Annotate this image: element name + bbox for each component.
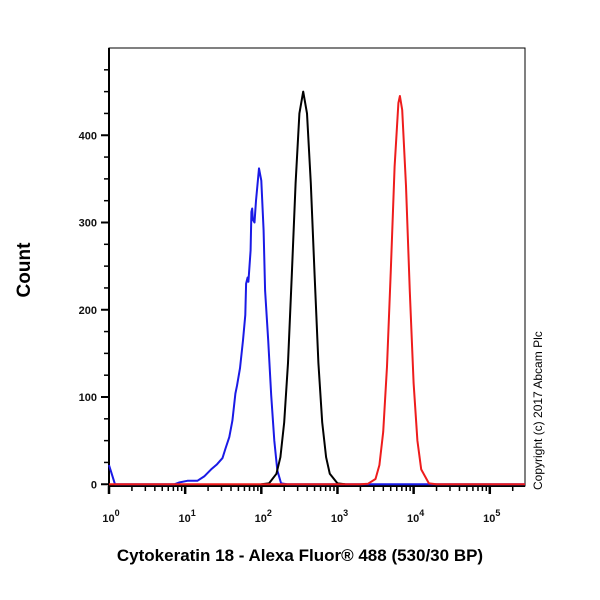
x-tick-exponent: 2 [267,508,272,518]
series-line-1 [261,90,346,486]
x-tick-exponent: 3 [343,508,348,518]
x-axis-label: Cytokeratin 18 - Alexa Fluor® 488 (530/3… [116,546,484,565]
y-tick-label: 100 [79,392,97,404]
x-tick-label: 101 [179,508,196,525]
x-tick-label: 105 [483,508,500,525]
x-tick-base: 10 [483,513,495,525]
x-tick-label: 104 [407,508,424,525]
x-tick-label: 100 [102,508,119,525]
y-axis-label-text: Count [14,242,35,298]
y-tick-label: 300 [79,218,97,230]
x-axis: 100 101 102 103 104 105 [102,485,525,525]
x-tick-base: 10 [255,513,267,525]
y-tick-label: 400 [79,130,97,142]
x-tick-label: 102 [255,508,272,525]
series-group [108,90,525,486]
y-tick-label: 200 [79,305,97,317]
x-tick-exponent: 0 [115,508,120,518]
copyright-notice: Copyright (c) 2017 Abcam Plc [531,331,545,490]
plot-frame [108,47,526,487]
x-tick-base: 10 [102,513,114,525]
x-tick-base: 10 [331,513,343,525]
x-tick-label: 103 [331,508,348,525]
series-line-0 [108,167,525,486]
y-axis: 0 100 200 300 400 [79,48,110,491]
x-tick-exponent: 1 [191,508,196,518]
x-tick-exponent: 4 [419,508,424,518]
x-tick-base: 10 [179,513,191,525]
y-tick-label: 0 [91,479,97,491]
series-line-2 [109,95,525,486]
x-tick-base: 10 [407,513,419,525]
x-tick-exponent: 5 [495,508,500,518]
